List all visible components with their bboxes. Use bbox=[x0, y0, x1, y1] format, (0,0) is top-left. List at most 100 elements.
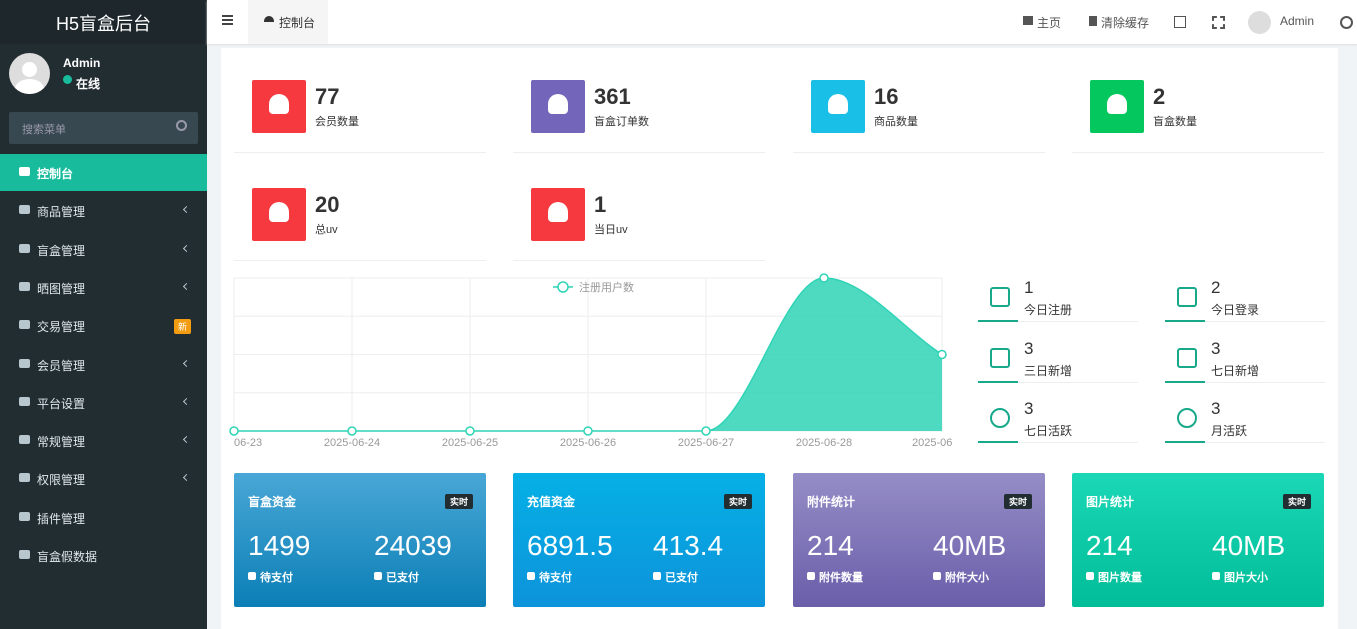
summary-label: 七日新增 bbox=[1211, 363, 1260, 378]
panel-title: 图片统计 bbox=[1086, 495, 1135, 509]
menu-arrow bbox=[182, 206, 191, 214]
summary-underline bbox=[978, 320, 1018, 322]
panel-item-icon bbox=[527, 572, 535, 580]
menu-toggle[interactable] bbox=[222, 15, 233, 17]
point bbox=[937, 349, 947, 360]
tab[interactable] bbox=[248, 0, 328, 44]
search-placeholder: 搜索菜单 bbox=[22, 124, 66, 136]
stat-icon bbox=[1090, 80, 1144, 133]
point bbox=[701, 426, 711, 436]
search-box[interactable] bbox=[9, 112, 198, 144]
stat-icon bbox=[252, 80, 306, 133]
menu-item[interactable]: 晒图管理 bbox=[37, 281, 86, 296]
stat-value: 16 bbox=[874, 84, 899, 109]
summary-divider bbox=[1165, 381, 1325, 383]
panel-title: 盲盒资金 bbox=[248, 495, 297, 509]
summary-value: 3 bbox=[1211, 338, 1221, 358]
menu-item[interactable]: 常规管理 bbox=[37, 435, 86, 450]
menu-icon bbox=[19, 473, 30, 483]
summary-value: 3 bbox=[1211, 399, 1221, 418]
stat-divider bbox=[234, 260, 486, 261]
brand: H5盲盒后台 bbox=[55, 14, 151, 34]
menu-active-bg bbox=[0, 154, 207, 191]
x-tick-label: 2025-06-25 bbox=[442, 437, 498, 449]
link-clear-cache[interactable]: 清除缓存 bbox=[1101, 16, 1150, 30]
summary-value: 1 bbox=[1024, 278, 1034, 297]
stat-label: 商品数量 bbox=[874, 116, 918, 128]
panel-item-icon bbox=[1086, 572, 1094, 580]
menu-item[interactable]: 盲盒管理 bbox=[37, 243, 86, 258]
panel-item-label: 待支付 bbox=[260, 572, 293, 584]
icon-glyph bbox=[548, 202, 568, 222]
menu-icon bbox=[19, 550, 30, 559]
link-home[interactable]: 主页 bbox=[1037, 16, 1062, 30]
panel-tag: 实时 bbox=[724, 494, 753, 509]
panel-item-icon bbox=[653, 572, 661, 580]
summary-label: 月活跃 bbox=[1211, 424, 1248, 438]
chart: 06-23 2025-06-24 2025-06-25 2025-06-26 2025-… bbox=[229, 273, 952, 449]
x-tick-label: 06-23 bbox=[234, 437, 262, 449]
user-avatar[interactable] bbox=[1248, 11, 1271, 34]
menu-item[interactable]: 交易管理 bbox=[37, 320, 86, 335]
user-name[interactable]: Admin bbox=[1280, 14, 1315, 28]
panel-value: 24039 bbox=[374, 530, 452, 561]
panel-item-icon bbox=[248, 572, 256, 580]
stat-divider bbox=[793, 152, 1045, 153]
summary-icon bbox=[990, 408, 1010, 428]
panel-value: 6891.5 bbox=[527, 530, 613, 561]
point bbox=[229, 426, 239, 436]
stat-value: 1 bbox=[594, 192, 607, 217]
legend-marker bbox=[557, 281, 569, 293]
panel-item-label: 附件大小 bbox=[945, 572, 989, 584]
panel-item-label: 图片数量 bbox=[1098, 572, 1142, 584]
stat-divider bbox=[1072, 152, 1324, 153]
x-tick-label: 2025-06-24 bbox=[324, 437, 380, 449]
menu-arrow bbox=[182, 282, 191, 290]
summary-underline bbox=[978, 380, 1018, 383]
menu-item[interactable]: 盲盒假数据 bbox=[37, 550, 98, 564]
lang-icon[interactable] bbox=[1174, 16, 1186, 28]
menu-item[interactable]: 插件管理 bbox=[37, 511, 86, 526]
panel-title: 附件统计 bbox=[807, 495, 856, 509]
menu-arrow bbox=[182, 244, 191, 252]
icon-glyph bbox=[269, 202, 289, 222]
panel: 附件统计 实时 214 附件数量 40MB 附件大小 bbox=[793, 473, 1045, 607]
menu-arrow bbox=[182, 397, 191, 405]
panel-item-label: 已支付 bbox=[386, 572, 419, 584]
menu-arrow bbox=[182, 436, 191, 444]
legend-label: 注册用户数 bbox=[579, 280, 634, 294]
user-status: 在线 bbox=[76, 77, 101, 91]
point bbox=[583, 426, 593, 436]
stat-label: 会员数量 bbox=[315, 116, 359, 128]
panel: 充值资金 实时 6891.5 待支付 413.4 已支付 bbox=[513, 473, 765, 607]
panel-tag: 实时 bbox=[1283, 494, 1312, 509]
menu-item[interactable]: 权限管理 bbox=[37, 473, 86, 488]
panel-value: 214 bbox=[1086, 530, 1133, 561]
menu-item[interactable]: 平台设置 bbox=[37, 396, 86, 411]
menu-icon bbox=[19, 358, 30, 368]
stat-value: 20 bbox=[315, 192, 340, 217]
summary-icon bbox=[1177, 408, 1197, 428]
area bbox=[234, 278, 942, 431]
summary-icon bbox=[1177, 347, 1197, 368]
summary-value: 2 bbox=[1211, 278, 1221, 297]
panel-tag: 实时 bbox=[1004, 494, 1033, 509]
panel: 图片统计 实时 214 图片数量 40MB 图片大小 bbox=[1072, 473, 1324, 607]
icon-glyph bbox=[1107, 94, 1127, 114]
settings-icon[interactable] bbox=[1340, 16, 1353, 29]
stat-icon bbox=[811, 80, 865, 133]
menu-item[interactable]: 会员管理 bbox=[37, 358, 86, 373]
menu-item[interactable]: 商品管理 bbox=[37, 205, 86, 220]
summary-underline bbox=[1165, 441, 1205, 443]
stat-icon bbox=[531, 188, 585, 241]
summary-divider bbox=[1165, 442, 1325, 443]
point bbox=[465, 426, 475, 436]
panel-title: 充值资金 bbox=[527, 495, 576, 509]
panel-value: 1499 bbox=[248, 530, 311, 561]
stat-divider bbox=[234, 152, 486, 153]
menu-icon bbox=[19, 167, 30, 176]
fullscreen-icon[interactable] bbox=[1212, 16, 1225, 29]
menu-icon bbox=[19, 281, 30, 291]
panel-item-icon bbox=[1212, 572, 1220, 580]
menu-item[interactable]: 控制台 bbox=[37, 167, 74, 181]
